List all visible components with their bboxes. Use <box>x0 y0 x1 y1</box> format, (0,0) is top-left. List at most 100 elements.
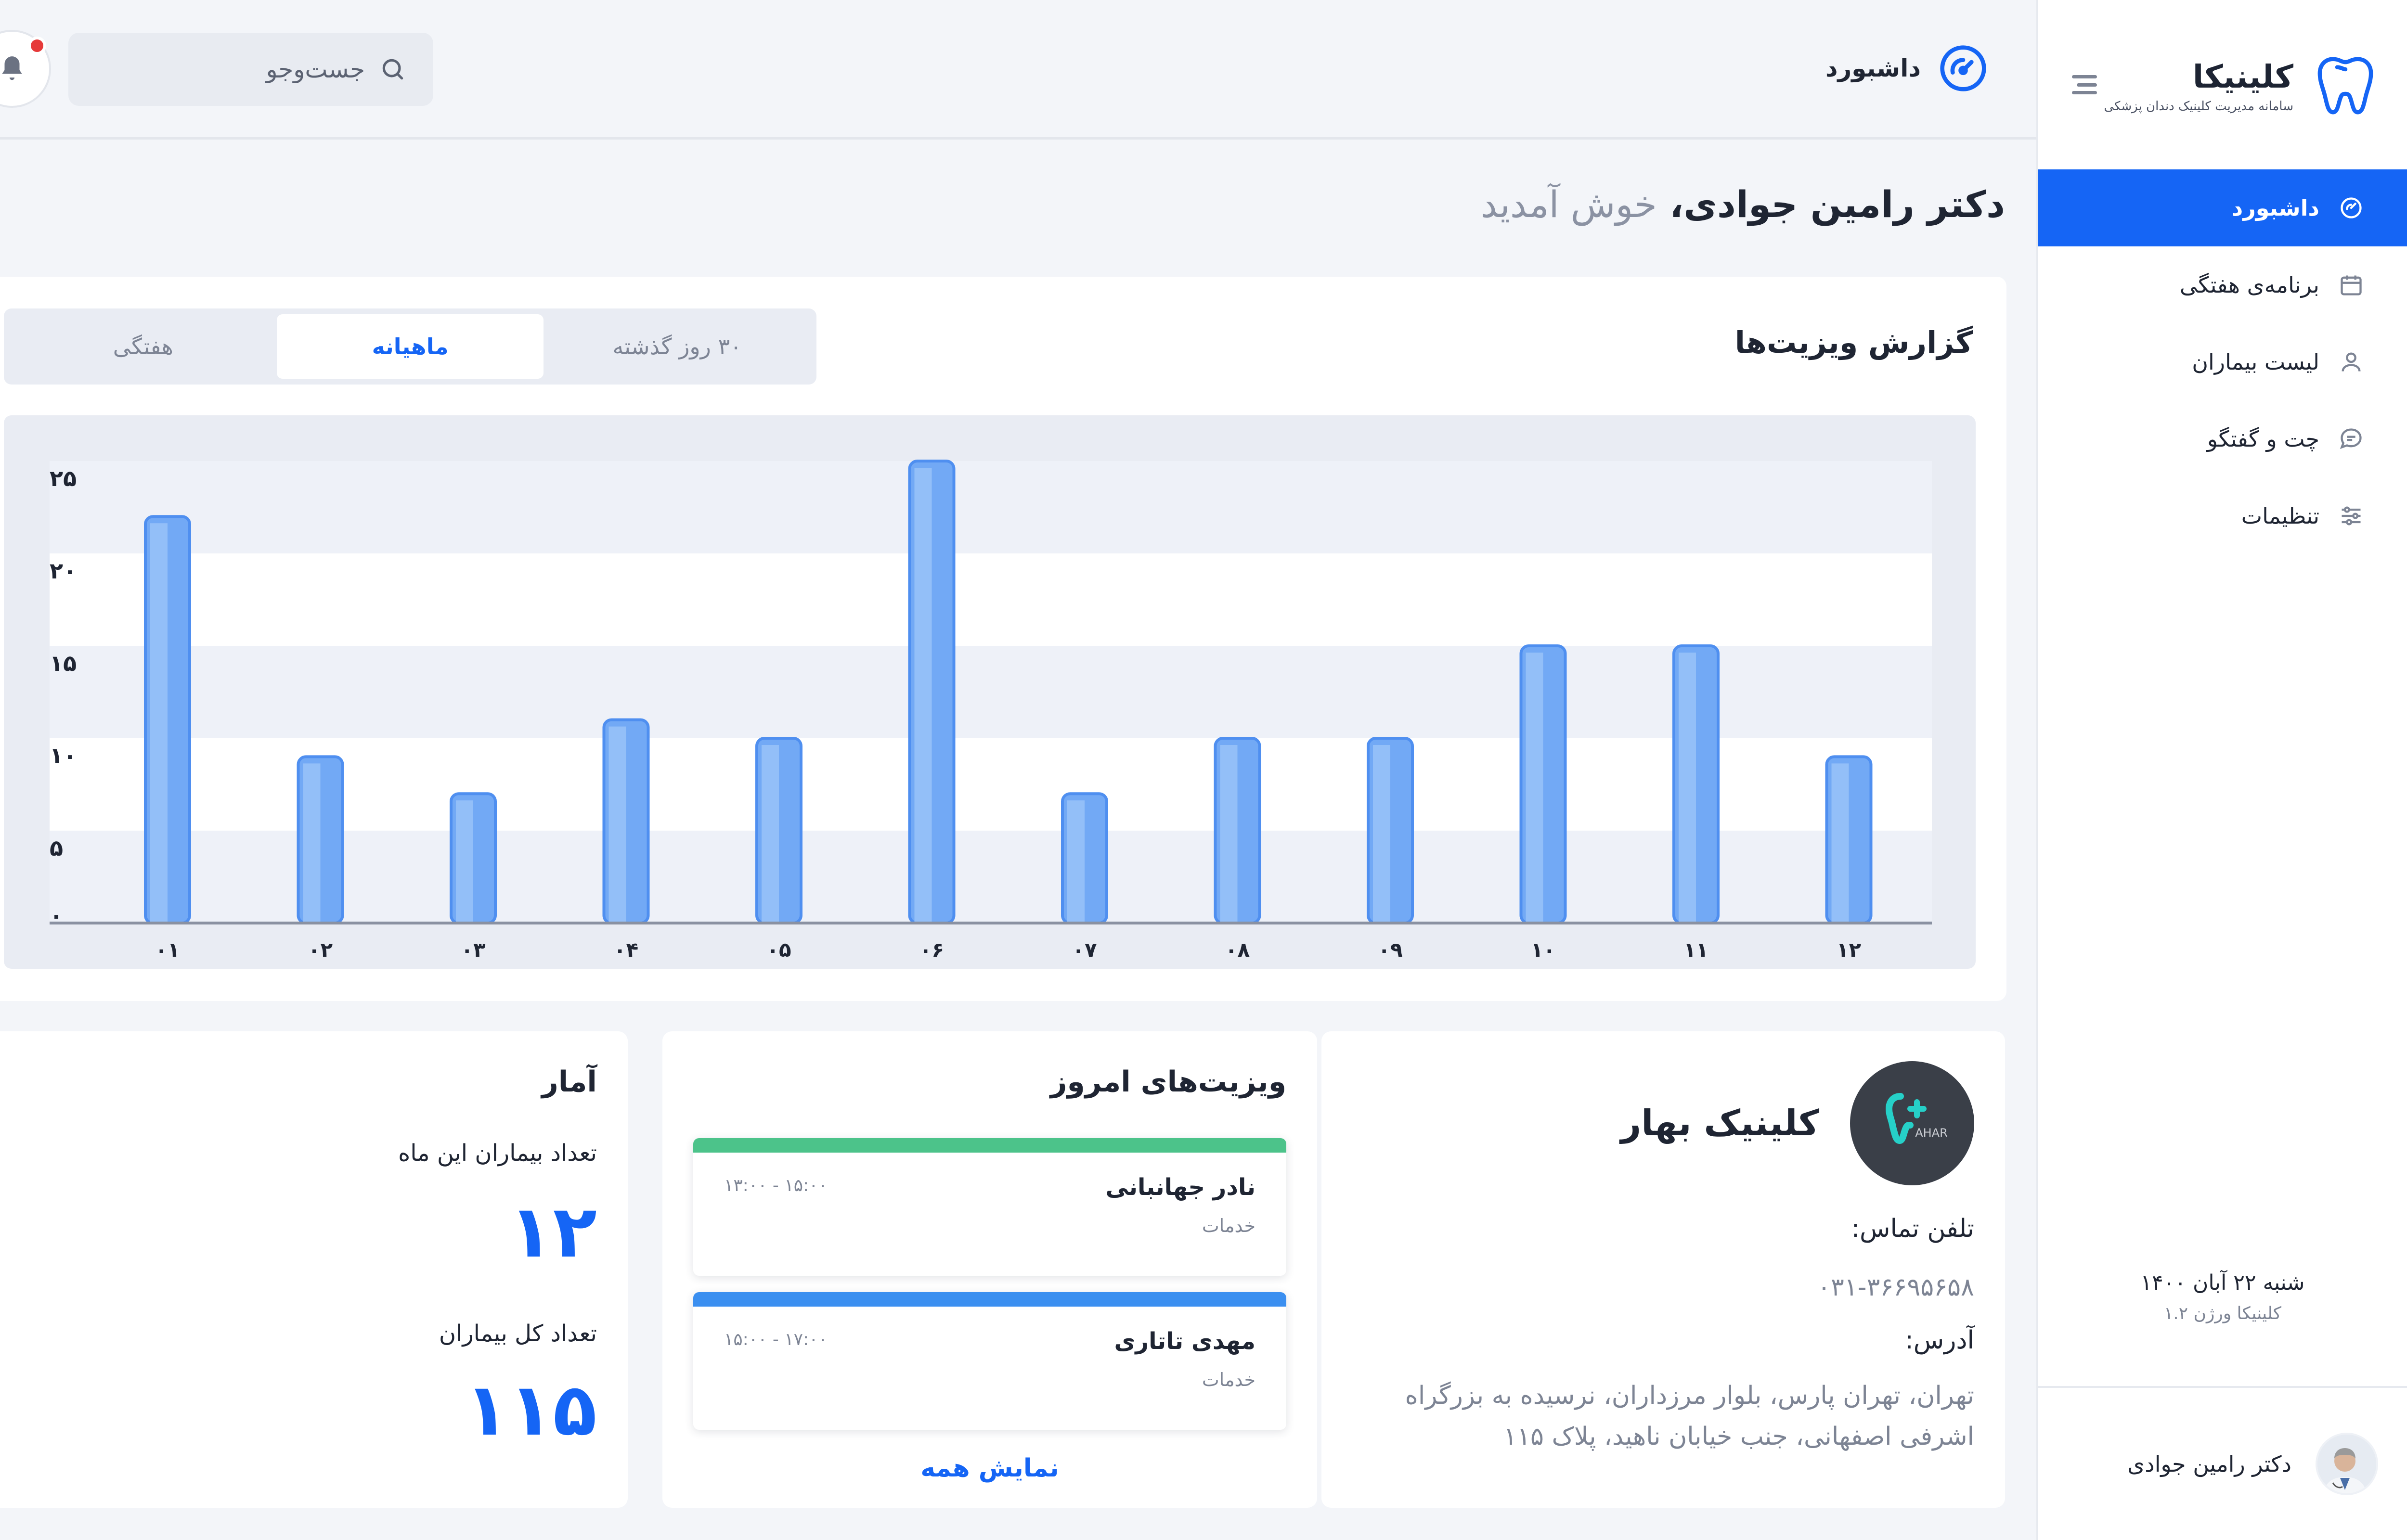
sidebar-item-label: لیست بیماران <box>2192 349 2319 375</box>
x-tick-label: ۰۲ <box>308 938 333 962</box>
x-tick-label: ۰۶ <box>919 938 944 962</box>
tab-weekly[interactable]: هفتگی <box>113 334 173 359</box>
chart-bar[interactable] <box>144 515 191 924</box>
tab-monthly[interactable]: ماهیانه <box>276 314 544 379</box>
notification-badge <box>28 37 46 55</box>
sidebar-item-patients[interactable]: لیست بیماران <box>2038 323 2407 400</box>
user-profile[interactable]: دکتر رامین جوادی <box>2038 1386 2407 1540</box>
chat-icon <box>2340 428 2362 449</box>
page-title: داشبورد <box>1825 54 1921 82</box>
chart-bar[interactable] <box>1214 737 1261 924</box>
stats-card: آمار تعداد بیماران این ماه ۱۲ تعداد کل ب… <box>0 1031 628 1508</box>
report-title: گزارش ویزیت‌ها <box>1734 325 1973 360</box>
hamburger-icon <box>2072 75 2097 78</box>
sidebar-item-weekly-schedule[interactable]: برنامه‌ی هفتگی <box>2038 246 2407 323</box>
x-tick-label: ۰۴ <box>614 938 638 962</box>
clinic-logo-text: AHAR <box>1915 1126 1948 1140</box>
visit-item[interactable]: مهدی تاتاری خدمات ۱۷:۰۰ - ۱۵:۰۰ <box>693 1292 1286 1430</box>
y-tick-label: ۲۰ <box>50 558 77 584</box>
stats-title: آمار <box>542 1065 597 1099</box>
sidebar-nav: داشبورد برنامه‌ی هفتگی لیست بیماران چت و… <box>2038 169 2407 554</box>
sidebar-date-info: شنبه ۲۲ آبان ۱۴۰۰ کلینیکا ورژن ۱.۲ <box>2038 1270 2407 1323</box>
search-box[interactable] <box>68 33 433 106</box>
y-tick-label: ۲۵ <box>50 465 77 491</box>
month-patients-label: تعداد بیماران این ماه <box>398 1140 597 1167</box>
calendar-icon <box>2341 275 2362 295</box>
bell-icon <box>2 56 22 80</box>
x-tick-label: ۰۷ <box>1072 938 1097 962</box>
address-line-2: اشرفی اصفهانی، جنب خیابان ناهید، پلاک ۱۱… <box>1503 1422 1974 1451</box>
welcome-greeting: خوش آمدید <box>1480 183 1657 226</box>
search-input[interactable] <box>124 55 365 83</box>
current-date: شنبه ۲۲ آبان ۱۴۰۰ <box>2140 1270 2305 1295</box>
sliders-icon <box>2342 506 2361 526</box>
visit-time: ۱۵:۰۰ - ۱۳:۰۰ <box>724 1176 828 1195</box>
chart-bar[interactable] <box>602 718 650 924</box>
x-tick-label: ۰۱ <box>155 938 180 962</box>
sidebar-item-settings[interactable]: تنظیمات <box>2038 477 2407 554</box>
patient-name: نادر جهانبانی <box>1105 1174 1255 1201</box>
y-tick-label: ۰ <box>50 902 63 928</box>
tab-last-30-days[interactable]: ۳۰ روز گذشته <box>612 334 742 359</box>
welcome-user-name: دکتر رامین جوادی، <box>1669 183 2005 226</box>
sidebar-item-label: تنظیمات <box>2241 503 2319 529</box>
page-header: داشبورد <box>1825 43 1988 93</box>
phone-number[interactable]: ۰۳۱-۳۶۶۹۵۶۵۸ <box>1817 1273 1974 1302</box>
visit-item[interactable]: نادر جهانبانی خدمات ۱۵:۰۰ - ۱۳:۰۰ <box>693 1138 1286 1276</box>
user-icon <box>2342 352 2361 372</box>
chart-bar[interactable] <box>297 755 344 925</box>
visits-report-card: گزارش ویزیت‌ها هفتگی ماهیانه ۳۰ روز گذشت… <box>0 277 2006 1001</box>
dashboard-icon <box>2341 197 2362 218</box>
search-icon <box>382 59 403 80</box>
visit-service: خدمات <box>1202 1369 1255 1390</box>
chart-bar[interactable] <box>908 460 956 924</box>
visits-chart: ۰۱ ۰۲ ۰۳ ۰۴ ۰۵ ۰۶ ۰۷ ۰۸ ۰۹ ۱۰ ۱۱ ۱۲ ۰ ۵ ۱۰ ۱۵ ۲۰ ۲۵ <box>4 415 1976 969</box>
visit-status-bar <box>693 1292 1286 1307</box>
chart-bar[interactable] <box>1519 644 1567 924</box>
app-name: کلینیکا <box>2192 58 2293 96</box>
top-bar: داشبورد <box>0 0 2036 140</box>
chart-bar[interactable] <box>1367 737 1414 924</box>
dashboard-gauge-icon <box>1940 45 1986 91</box>
chart-bar[interactable] <box>450 792 497 924</box>
x-tick-label: ۰۳ <box>461 938 486 962</box>
visit-status-bar <box>693 1138 1286 1153</box>
x-tick-label: ۱۲ <box>1837 938 1862 962</box>
visits-title: ویزیت‌های امروز <box>1050 1065 1286 1099</box>
sidebar: کلینیکا سامانه مدیریت کلینیک دندان پزشکی… <box>2036 0 2407 1540</box>
clinic-tooth-logo-icon: AHAR <box>1885 1093 1948 1144</box>
visit-service: خدمات <box>1202 1215 1255 1236</box>
user-name: دکتر رامین جوادی <box>2127 1451 2291 1477</box>
sidebar-item-chat[interactable]: چت و گفتگو <box>2038 400 2407 477</box>
app-logo[interactable]: کلینیکا سامانه مدیریت کلینیک دندان پزشکی <box>2104 53 2378 118</box>
sidebar-item-label: چت و گفتگو <box>2207 426 2319 452</box>
chart-bar[interactable] <box>1672 644 1720 924</box>
x-tick-label: ۱۰ <box>1531 938 1555 962</box>
month-patients-value: ۱۲ <box>508 1190 597 1274</box>
visit-time: ۱۷:۰۰ - ۱۵:۰۰ <box>724 1330 828 1349</box>
chart-bar[interactable] <box>755 737 802 924</box>
notification-button[interactable] <box>0 30 51 108</box>
grid-band <box>50 646 1932 738</box>
grid-band <box>50 461 1932 553</box>
report-period-tabs: هفتگی ماهیانه ۳۰ روز گذشته <box>4 308 816 385</box>
address-label: آدرس: <box>1905 1326 1974 1355</box>
welcome-heading: دکتر رامین جوادی، خوش آمدید <box>1481 183 2005 226</box>
menu-toggle-button[interactable] <box>2072 72 2097 97</box>
sidebar-item-dashboard[interactable]: داشبورد <box>2038 169 2407 246</box>
grid-band <box>50 831 1932 923</box>
phone-label: تلفن تماس: <box>1851 1214 1974 1243</box>
address-line-1: تهران، تهران پارس، بلوار مرزداران، نرسید… <box>1405 1381 1974 1410</box>
doctor-avatar-icon <box>2317 1435 2376 1493</box>
clinic-name: کلینیک بهار <box>1620 1103 1819 1144</box>
avatar <box>2316 1433 2378 1495</box>
chart-bar[interactable] <box>1825 755 1873 925</box>
chart-bar[interactable] <box>1061 792 1108 924</box>
total-patients-label: تعداد کل بیماران <box>439 1320 597 1347</box>
sidebar-item-label: داشبورد <box>2231 195 2319 221</box>
x-tick-label: ۰۵ <box>766 938 791 962</box>
patient-name: مهدی تاتاری <box>1114 1328 1255 1355</box>
y-tick-label: ۱۰ <box>50 743 77 769</box>
show-all-link[interactable]: نمایش همه <box>920 1454 1059 1483</box>
